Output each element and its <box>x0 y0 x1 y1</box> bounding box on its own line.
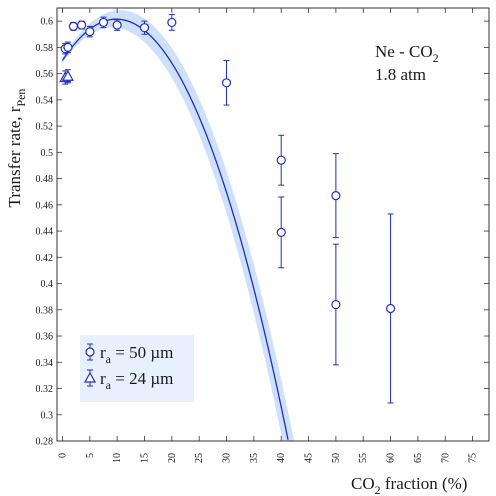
y-axis-title: Transfer rate, rPen <box>5 89 28 208</box>
data-point-circle <box>85 27 95 37</box>
data-point-circle <box>68 21 79 31</box>
x-tick-label: 20 <box>167 453 178 463</box>
legend: ra = 50 µm ra = 24 µm <box>80 335 194 402</box>
x-tick-label: 75 <box>468 453 479 463</box>
annotation-pressure: 1.8 atm <box>375 65 426 84</box>
y-tick-label: 0.5 <box>41 148 54 159</box>
legend-label-ra-24: ra = 24 µm <box>100 369 173 392</box>
x-tick-label: 35 <box>249 453 260 463</box>
y-tick-label: 0.3 <box>41 410 54 421</box>
legend-background <box>80 335 194 402</box>
data-point-circle <box>221 78 232 88</box>
y-tick-label: 0.46 <box>36 200 54 211</box>
x-tick-label: 45 <box>304 453 315 463</box>
x-tick-label: 60 <box>386 453 397 463</box>
y-tick-label: 0.56 <box>36 69 54 80</box>
y-tick-label: 0.42 <box>36 253 54 264</box>
y-tick-label: 0.48 <box>36 174 54 185</box>
legend-label-ra-50: ra = 50 µm <box>100 343 173 366</box>
x-tick-label: 40 <box>276 453 287 463</box>
y-tick-label: 0.58 <box>36 43 54 54</box>
y-tick-label: 0.28 <box>36 437 54 448</box>
annotation: Ne - CO2 1.8 atm <box>366 36 462 92</box>
x-tick-label: 55 <box>358 453 369 463</box>
y-tick-label: 0.6 <box>41 17 54 28</box>
y-tick-label: 0.52 <box>36 122 54 133</box>
y-tick-label: 0.54 <box>36 95 54 106</box>
annotation-background <box>366 36 462 92</box>
data-point-circle <box>167 17 177 28</box>
annotation-gas: Ne - CO2 <box>375 42 439 65</box>
x-axis-title: CO2 fraction (%) <box>351 474 467 496</box>
legend-marker-triangle <box>83 371 97 383</box>
y-tick-label: 0.34 <box>36 358 54 369</box>
axis-ticks-layer: 0.28 0.3 0.32 0.34 0.36 0.38 0.4 0.42 0.44 0.46 0.… <box>36 8 489 463</box>
y-tick-label: 0.44 <box>36 227 54 238</box>
data-point-triangle <box>61 69 74 81</box>
data-point-circle <box>112 20 122 30</box>
y-tick-label: 0.38 <box>36 305 54 316</box>
x-tick-label: 15 <box>139 453 150 463</box>
x-tick-label: 30 <box>222 453 233 463</box>
data-point-circle <box>77 20 87 30</box>
data-point-circle <box>63 42 73 52</box>
legend-marker-circle <box>85 347 95 357</box>
x-tick-label: 50 <box>331 453 342 463</box>
data-point-circle <box>331 299 341 310</box>
data-point-circle <box>385 303 396 314</box>
x-tick-label: 5 <box>85 453 96 458</box>
plot-frame <box>56 7 490 442</box>
y-tick-label: 0.36 <box>36 332 54 343</box>
legend-markers <box>83 343 97 387</box>
data-points-layer <box>59 14 396 404</box>
data-point-circle <box>276 155 286 165</box>
x-tick-label: 25 <box>194 453 205 463</box>
data-point-circle <box>276 227 286 237</box>
x-tick-label: 70 <box>440 453 451 463</box>
x-tick-label: 10 <box>112 453 123 463</box>
x-tick-label: 0 <box>57 453 68 458</box>
y-tick-label: 0.4 <box>41 279 54 290</box>
data-point-circle <box>331 191 341 201</box>
data-point-circle <box>139 23 150 33</box>
data-point-circle <box>98 17 109 28</box>
y-tick-label: 0.32 <box>36 384 54 395</box>
x-tick-label: 65 <box>413 453 424 463</box>
